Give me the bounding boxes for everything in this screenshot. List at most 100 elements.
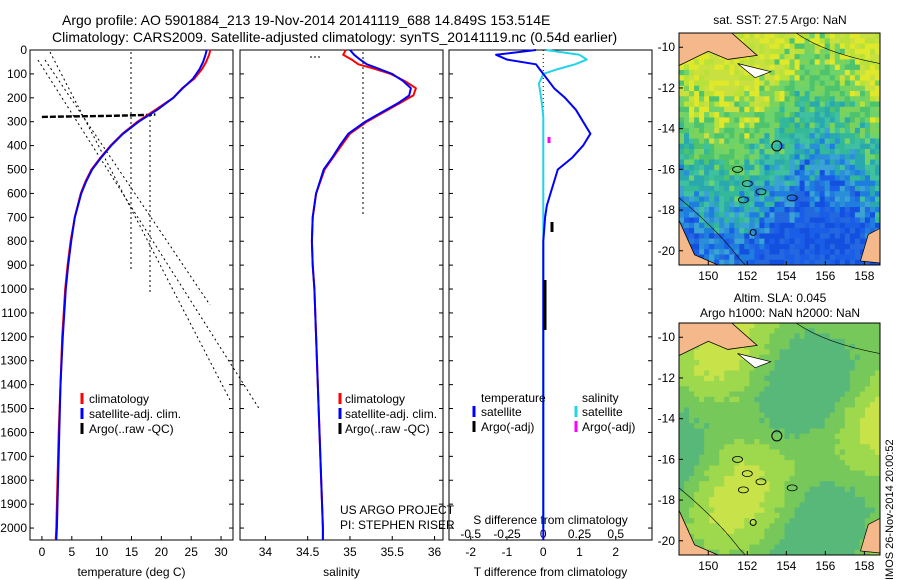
map-ytick-label: -16 (658, 452, 676, 466)
sdiff-xtick-label: 0.5 (607, 527, 624, 541)
sdiff-xtick-label: 0.25 (568, 527, 592, 541)
island-group (737, 353, 772, 369)
bathymetry-contour (795, 33, 880, 64)
map-xtick-label: 152 (737, 559, 757, 573)
envelope-dotted-line (44, 59, 211, 306)
tdiff-xlabel: T difference from climatology (474, 565, 628, 579)
salinity-xtick-label: 34 (259, 545, 273, 559)
argo-position-marker (771, 430, 783, 442)
tdiff-legend-title: temperature (481, 391, 546, 405)
map-ytick-label: -14 (658, 122, 676, 136)
land-east (860, 227, 880, 264)
depth-tick-label: 1500 (0, 402, 27, 416)
depth-tick-label: 1600 (0, 425, 27, 439)
land-new-guinea (679, 323, 758, 357)
map-xtick-label: 156 (815, 269, 835, 283)
reef-outline (732, 165, 743, 173)
satellite-temperature-diff-line (495, 49, 592, 540)
sdiff-legend-title: salinity (582, 391, 619, 405)
map-ytick-label: -20 (658, 244, 676, 258)
small-marker (749, 228, 757, 236)
sdiff-legend-item: Argo(-adj) (582, 420, 635, 434)
reef-outline (737, 486, 749, 494)
salinity-xtick-label: 36 (428, 545, 442, 559)
map-ytick-label: -20 (658, 534, 676, 548)
depth-tick-label: 1900 (0, 497, 27, 511)
temperature-xlabel: temperature (deg C) (77, 565, 185, 579)
salinity-xlabel: salinity (323, 565, 360, 579)
reef-outline (786, 484, 798, 492)
salinity-panel-frame (239, 49, 444, 541)
depth-tick-label: 1800 (0, 473, 27, 487)
small-marker (749, 518, 757, 526)
map-ytick-label: -18 (658, 203, 676, 217)
depth-tick-label: 1400 (0, 378, 27, 392)
sst-map-title: sat. SST: 27.5 Argo: NaN (713, 13, 846, 27)
land-australia (679, 510, 719, 555)
climatology-temperature-line (54, 49, 212, 541)
depth-tick-label: 1200 (0, 330, 27, 344)
sdiff-legend-item: satellite (582, 405, 623, 419)
map-xtick-label: 150 (698, 559, 718, 573)
reef-outline (786, 194, 798, 202)
depth-tick-label: 400 (7, 139, 27, 153)
depth-tick-label: 800 (7, 234, 27, 248)
map-xtick-label: 158 (854, 559, 874, 573)
depth-tick-label: 900 (7, 258, 27, 272)
sla-map-title: Altim. SLA: 0.045 (734, 291, 827, 305)
depth-tick-label: 2000 (0, 521, 27, 535)
sla-map-frame (678, 322, 881, 556)
temperature-legend-item: climatology (89, 392, 149, 406)
map-ytick-label: -10 (658, 330, 676, 344)
bathymetry-contour (679, 197, 746, 265)
depth-tick-label: 500 (7, 163, 27, 177)
island-group (737, 63, 772, 79)
satellite-salinity-line (310, 49, 412, 540)
envelope-dotted-line (37, 59, 261, 411)
depth-tick-label: 1000 (0, 282, 27, 296)
temperature-xtick-label: 10 (95, 545, 109, 559)
map-ytick-label: -18 (658, 493, 676, 507)
tdiff-xtick-label: 1 (576, 545, 583, 559)
map-ytick-label: -16 (658, 162, 676, 176)
salinity-xtick-label: 35.5 (381, 545, 405, 559)
argo-temperature-line (41, 113, 156, 119)
temperature-xtick-label: 25 (185, 545, 199, 559)
depth-tick-label: 200 (7, 91, 27, 105)
salinity-xtick-label: 34.5 (296, 545, 320, 559)
depth-tick-label: 300 (7, 115, 27, 129)
sst-map-group: 150 152 154 156 158 -10 -12 -14 -16 -18 -20 (658, 32, 881, 283)
reef-outline (741, 180, 753, 187)
sla-map-field (679, 323, 880, 555)
reef-outline (737, 196, 749, 204)
temperature-xtick-label: 30 (214, 545, 228, 559)
tdiff-xtick-label: 2 (612, 545, 619, 559)
land-new-guinea (679, 33, 758, 67)
sdiff-xtick-label: -0.5 (460, 527, 481, 541)
map-xtick-label: 156 (815, 559, 835, 573)
depth-tick-label: 700 (7, 210, 27, 224)
argo-position-marker (771, 140, 783, 152)
credit-pi: PI: STEPHEN RISER (340, 518, 455, 532)
land-australia (679, 220, 719, 265)
temperature-legend-item: Argo(..raw -QC) (89, 422, 174, 436)
satellite-temperature-line (55, 49, 208, 541)
sla-map-group: 150 152 154 156 158 -10 -12 -14 -16 -18 -20 (658, 322, 881, 573)
land-east (860, 517, 880, 554)
salinity-legend-item: Argo(..raw -QC) (345, 422, 430, 436)
difference-panel-frame (448, 49, 653, 541)
salinity-xtick-label: 35 (343, 545, 357, 559)
tdiff-xtick-label: -2 (465, 545, 476, 559)
map-xtick-label: 154 (776, 559, 796, 573)
depth-tick-label: 0 (20, 43, 27, 57)
temperature-xtick-label: 20 (155, 545, 169, 559)
map-xtick-label: 152 (737, 269, 757, 283)
reef-outline (732, 455, 743, 463)
depth-tick-label: 1100 (1, 306, 27, 320)
map-ytick-label: -12 (658, 81, 676, 95)
salinity-legend-item: satellite-adj. clim. (345, 407, 437, 421)
depth-tick-label: 600 (7, 186, 27, 200)
temperature-xtick-label: 5 (68, 545, 75, 559)
tdiff-legend-item: Argo(-adj) (481, 420, 534, 434)
temperature-legend-item: satellite-adj. clim. (89, 407, 181, 421)
